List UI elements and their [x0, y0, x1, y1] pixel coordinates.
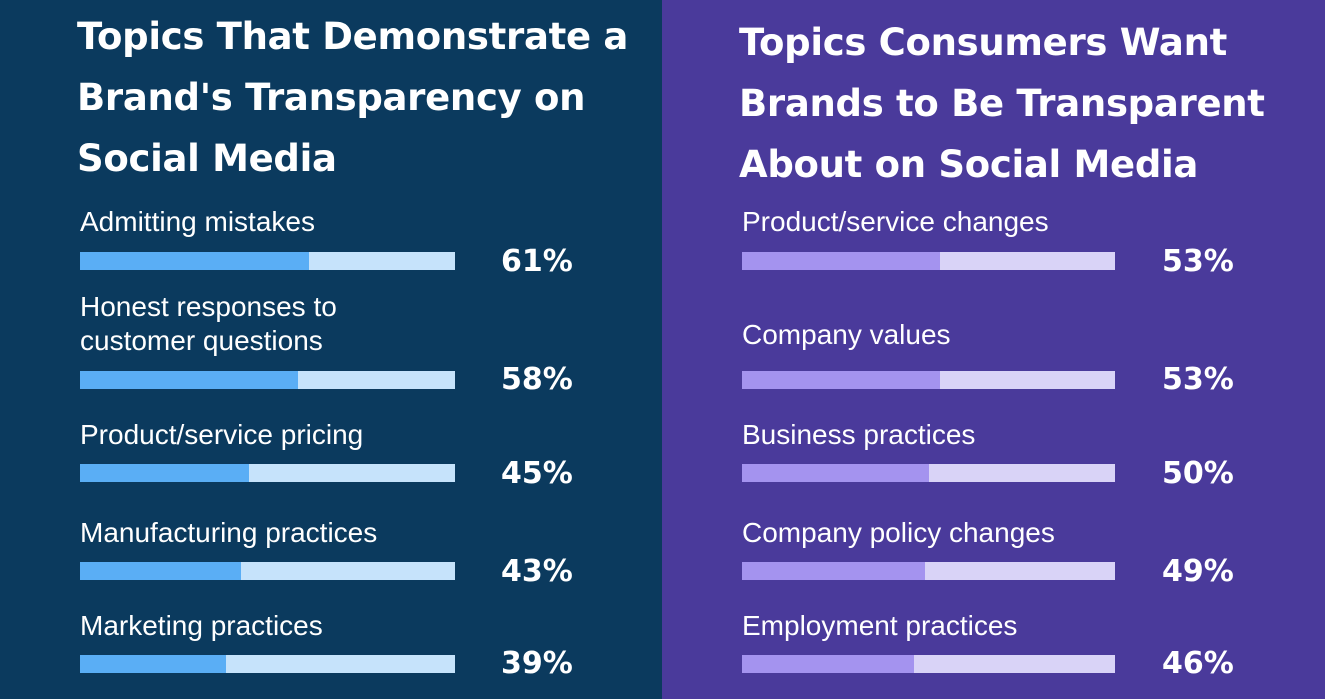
bar-track [742, 371, 1115, 389]
bar-fill [742, 464, 929, 482]
category-label-line: Honest responses to [80, 291, 337, 322]
value-label: 39% [501, 646, 573, 681]
right-chart-title: Topics Consumers Want Brands to Be Trans… [739, 12, 1309, 195]
category-label-line: Product/service pricing [80, 419, 364, 450]
bar-track [742, 252, 1115, 270]
bar-track [742, 655, 1115, 673]
bar-track [80, 252, 455, 270]
bar-track [742, 562, 1115, 580]
bar-fill [742, 371, 940, 389]
value-label: 46% [1162, 646, 1234, 681]
value-label: 53% [1162, 244, 1234, 279]
category-label-line: Product/service changes [742, 206, 1049, 237]
right-chart-panel: Topics Consumers Want Brands to Be Trans… [662, 0, 1325, 699]
category-label-line: Marketing practices [80, 610, 323, 641]
bar-fill [80, 371, 298, 389]
category-label: Employment practices [742, 609, 1017, 643]
bar-track [80, 371, 455, 389]
category-label-line: Admitting mistakes [80, 206, 315, 237]
category-label: Manufacturing practices [80, 516, 377, 550]
value-label: 49% [1162, 554, 1234, 589]
left-chart-title-text: Topics That Demonstrate a Brand's Transp… [77, 15, 629, 180]
bar-fill [80, 562, 242, 580]
category-label: Company values [742, 318, 951, 352]
value-label: 50% [1162, 456, 1234, 491]
category-label: Marketing practices [80, 609, 323, 643]
bar-track [80, 655, 455, 673]
value-label: 53% [1162, 362, 1234, 397]
right-chart-title-text: Topics Consumers Want Brands to Be Trans… [739, 21, 1265, 186]
category-label-line: customer questions [80, 325, 323, 356]
category-label: Business practices [742, 418, 975, 452]
value-label: 61% [501, 244, 573, 279]
bar-track [80, 562, 455, 580]
bar-fill [80, 655, 227, 673]
value-label: 43% [501, 554, 573, 589]
bar-track [80, 464, 455, 482]
category-label-line: Company values [742, 319, 951, 350]
bar-fill [742, 562, 925, 580]
category-label: Company policy changes [742, 516, 1055, 550]
category-label-line: Company policy changes [742, 517, 1055, 548]
bar-fill [742, 655, 914, 673]
category-label: Admitting mistakes [80, 205, 315, 239]
bar-fill [80, 252, 309, 270]
value-label: 58% [501, 362, 573, 397]
category-label: Product/service changes [742, 205, 1049, 239]
value-label: 45% [501, 456, 573, 491]
category-label-line: Manufacturing practices [80, 517, 378, 548]
bar-fill [80, 464, 249, 482]
category-label: Product/service pricing [80, 418, 363, 452]
category-label-line: Business practices [742, 419, 976, 450]
category-label: Honest responses to customer questions [80, 290, 337, 358]
left-chart-panel: Topics That Demonstrate a Brand's Transp… [0, 0, 662, 699]
bar-track [742, 464, 1115, 482]
bar-fill [742, 252, 940, 270]
category-label-line: Employment practices [742, 610, 1018, 641]
left-chart-title: Topics That Demonstrate a Brand's Transp… [77, 6, 637, 189]
